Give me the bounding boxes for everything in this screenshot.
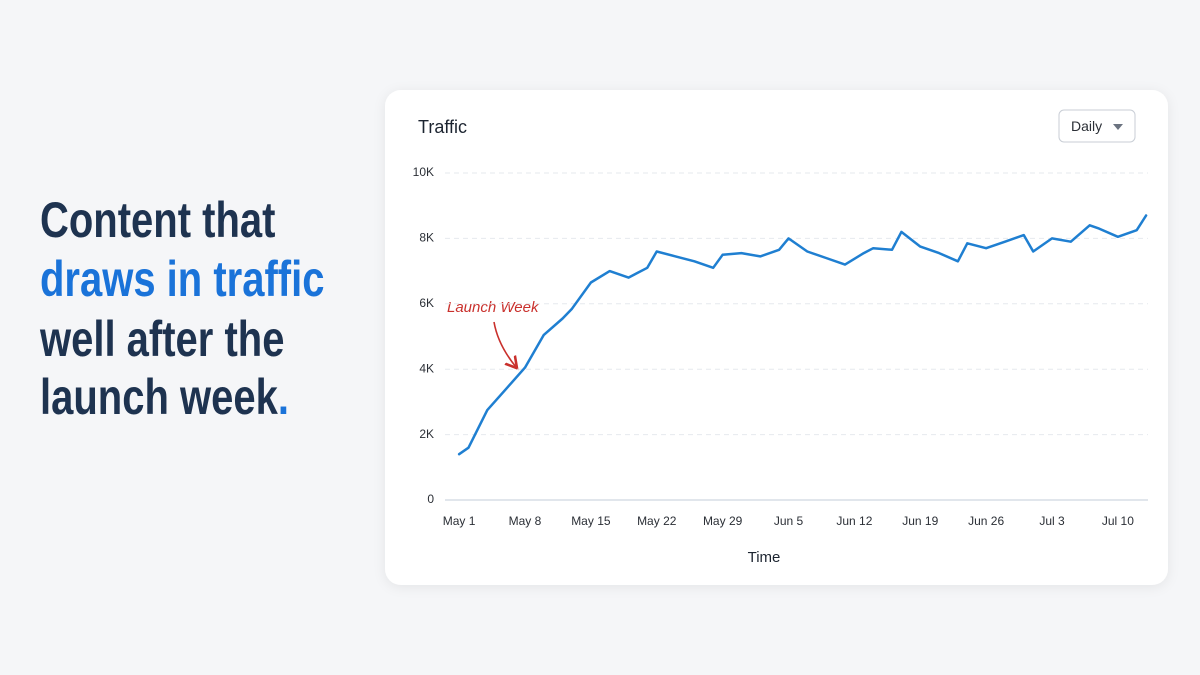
x-tick-label: Jun 12 [836,514,872,528]
x-tick-label: May 29 [703,514,743,528]
headline-end-mark: . [278,369,289,425]
period-dropdown[interactable]: Daily [1058,109,1136,143]
x-tick-label: Jul 10 [1102,514,1134,528]
y-tick-label: 8K [419,231,434,245]
y-tick-label: 0 [427,492,434,506]
x-tick-label: Jun 19 [902,514,938,528]
y-tick-label: 2K [419,427,434,441]
headline-line: draws in traffic [40,251,324,307]
x-tick-label: Jul 3 [1039,514,1065,528]
y-tick-label: 6K [419,296,434,310]
x-axis-label: Time [748,549,781,566]
headline-text: launch week [40,369,279,425]
x-tick-label: May 1 [443,514,476,528]
y-tick-label: 10K [413,165,434,179]
x-tick-label: May 8 [509,514,542,528]
headline-line: well after the [39,311,284,367]
x-tick-label: Jun 5 [774,514,804,528]
chart-card [385,90,1168,585]
annotation: Launch Week [447,299,540,316]
y-tick-label: 4K [419,361,434,375]
x-tick-label: Jun 26 [968,514,1004,528]
chart-title: Traffic [418,117,467,137]
dropdown-caret[interactable] [1113,124,1123,130]
dropdown-label[interactable]: Daily [1071,118,1102,134]
plot: 0 2K 4K 6K 8K 10K May 1 May 8 May 15 May 22 May 29… [413,165,1148,528]
x-tick-label: May 15 [571,514,611,528]
dropdown-box[interactable] [1058,109,1136,143]
annotation-arrow [493,321,516,367]
x-tick-label: May 22 [637,514,677,528]
traffic-line [457,214,1148,456]
headline-line: Content that [40,192,275,248]
headline: Content that draws in traffic well after… [39,192,324,425]
headline-line: launch week. [40,369,289,425]
